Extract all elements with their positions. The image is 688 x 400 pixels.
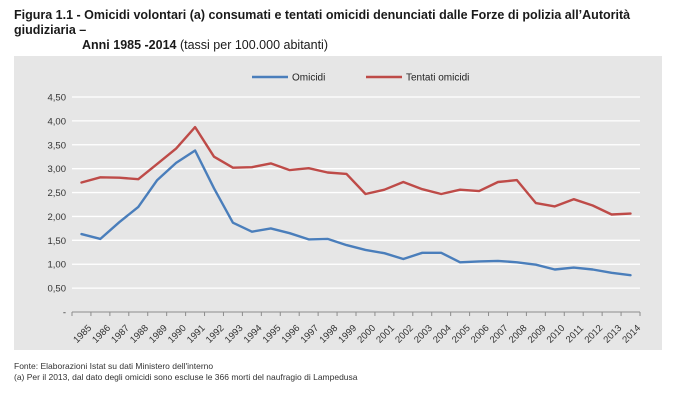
title-units: (tassi per 100.000 abitanti)	[176, 38, 328, 52]
y-tick-label: 4,00	[48, 116, 67, 127]
y-tick-label: 2,00	[48, 212, 67, 223]
x-tick-label: 1989	[147, 323, 170, 346]
source-note: Fonte: Elaborazioni Istat su dati Minist…	[14, 361, 214, 371]
x-tick-label: 2010	[545, 323, 568, 346]
x-tick-label: 2006	[469, 323, 492, 346]
x-tick-label: 2013	[601, 323, 624, 346]
y-tick-label: 0,50	[48, 284, 67, 295]
chart-area: - 0,50 1,00 1,50 2,00 2,50 3,00 3,50 4,00 4,50 198…	[14, 56, 662, 350]
x-tick-label: 2011	[564, 323, 586, 345]
x-tick-label: 1995	[261, 323, 284, 346]
y-tick-label: 1,00	[48, 260, 67, 271]
x-tick-label: 2001	[374, 323, 397, 346]
x-tick-label: 2007	[488, 323, 511, 346]
y-tick-label: -	[63, 308, 66, 319]
x-tick-label: 1985	[71, 323, 94, 346]
x-tick-label: 2004	[431, 323, 454, 346]
x-tick-label: 1996	[280, 323, 303, 346]
x-tick-label: 1986	[90, 323, 113, 346]
x-tick-label: 1999	[336, 323, 359, 346]
y-tick-label: 1,50	[48, 236, 67, 247]
chart-notes: Fonte: Elaborazioni Istat su dati Minist…	[14, 361, 358, 383]
title-years: Anni 1985 -2014	[82, 38, 177, 52]
x-tick-label: 1992	[204, 323, 227, 346]
title-line1: Figura 1.1 - Omicidi volontari (a) consu…	[14, 8, 631, 37]
title-line2: Anni 1985 -2014 (tassi per 100.000 abita…	[14, 38, 674, 53]
line-chart: - 0,50 1,00 1,50 2,00 2,50 3,00 3,50 4,00 4,50 198…	[48, 73, 644, 346]
x-tick-label: 2014	[620, 323, 643, 346]
y-tick-label: 3,00	[48, 164, 67, 175]
y-tick-label: 3,50	[48, 140, 67, 151]
legend-label: Omicidi	[292, 73, 325, 84]
x-tick-label: 1988	[128, 323, 151, 346]
x-tick-label: 1991	[185, 323, 208, 346]
legend-label: Tentati omicidi	[406, 73, 469, 84]
x-tick-label: 1998	[317, 323, 340, 346]
series-line-tentati-omicidi	[80, 125, 632, 216]
x-tick-label: 2009	[526, 323, 549, 346]
footnote: (a) Per il 2013, dal dato degli omicidi …	[14, 372, 358, 382]
x-tick-label: 2005	[450, 323, 473, 346]
chart-title: Figura 1.1 - Omicidi volontari (a) consu…	[14, 8, 674, 53]
x-tick-label: 2000	[355, 323, 378, 346]
y-tick-label: 2,50	[48, 188, 67, 199]
plot-background	[72, 97, 640, 312]
series-line-omicidi	[80, 149, 632, 277]
x-tick-label: 1990	[166, 323, 189, 346]
x-tick-label: 2012	[583, 323, 606, 346]
x-tick-label: 2002	[393, 323, 416, 346]
x-tick-label: 1997	[299, 323, 322, 346]
x-tick-label: 1993	[223, 323, 246, 346]
x-tick-label: 1987	[109, 323, 132, 346]
y-tick-label: 4,50	[48, 93, 67, 104]
x-tick-label: 2003	[412, 323, 435, 346]
x-tick-label: 1994	[242, 323, 265, 346]
x-tick-label: 2008	[507, 323, 530, 346]
